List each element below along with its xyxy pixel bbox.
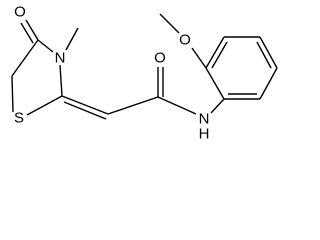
atom-label: H (199, 126, 210, 143)
bond (210, 98, 225, 114)
bond (191, 47, 207, 69)
bond (256, 41, 272, 69)
bond (61, 95, 109, 115)
bond (259, 67, 278, 100)
bond (26, 95, 63, 116)
bond (157, 96, 197, 115)
bond (59, 64, 63, 97)
bond (11, 39, 39, 77)
bond (159, 13, 180, 34)
bond (205, 67, 225, 100)
atom-label: S (14, 110, 24, 127)
bond (65, 27, 79, 51)
bond (63, 101, 107, 120)
bond (259, 36, 278, 69)
bond (20, 22, 34, 44)
bond (11, 75, 14, 113)
bond (37, 39, 54, 53)
bond (25, 19, 39, 41)
bond (107, 96, 159, 115)
bond (205, 36, 225, 69)
molecule-diagram: O N S O N H O (11, 4, 278, 143)
atom-label: N (199, 111, 210, 128)
atom-label: O (14, 4, 26, 21)
bond (211, 41, 228, 69)
atom-label: O (179, 32, 191, 49)
atom-label: O (154, 50, 166, 67)
atom-label: N (55, 50, 66, 67)
bonds (11, 13, 278, 120)
